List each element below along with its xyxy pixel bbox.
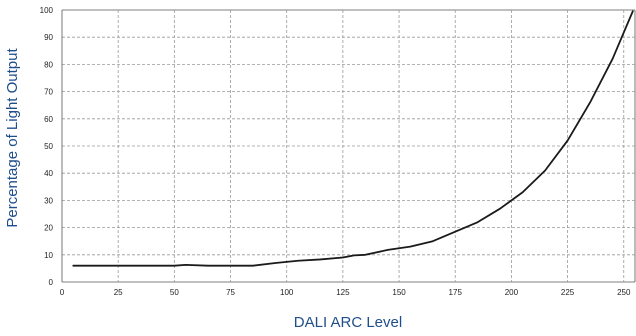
x-tick-label: 25 — [114, 288, 123, 297]
series — [72, 10, 634, 267]
y-tick-label: 30 — [44, 196, 53, 205]
x-tick-label: 150 — [392, 288, 406, 297]
y-tick-label: 70 — [44, 88, 53, 97]
x-tick-label: 250 — [617, 288, 631, 297]
y-tick-label: 100 — [40, 6, 54, 15]
grid — [61, 9, 635, 283]
x-axis-title: DALI ARC Level — [294, 314, 402, 331]
x-tick-label: 75 — [226, 288, 235, 297]
y-tick-label: 90 — [44, 33, 53, 42]
x-tick-label: 0 — [60, 288, 65, 297]
x-tick-label: 225 — [561, 288, 575, 297]
series-line — [72, 10, 634, 267]
x-tick-label: 125 — [336, 288, 350, 297]
y-tick-label: 60 — [44, 115, 53, 124]
y-axis-title: Percentage of Light Output — [4, 48, 21, 228]
y-tick-label: 80 — [44, 60, 53, 69]
y-tick-labels: 0 10 20 30 40 50 60 70 80 90 100 — [40, 6, 54, 287]
x-tick-label: 100 — [280, 288, 294, 297]
x-tick-labels: 0 25 50 75 100 125 150 175 200 225 250 — [60, 288, 631, 297]
x-tick-label: 200 — [505, 288, 519, 297]
x-tick-label: 50 — [170, 288, 179, 297]
x-tick-label: 175 — [449, 288, 463, 297]
y-tick-label: 0 — [49, 278, 54, 287]
y-tick-label: 10 — [44, 251, 53, 260]
y-tick-label: 40 — [44, 169, 53, 178]
y-tick-label: 50 — [44, 142, 53, 151]
y-tick-label: 20 — [44, 224, 53, 233]
